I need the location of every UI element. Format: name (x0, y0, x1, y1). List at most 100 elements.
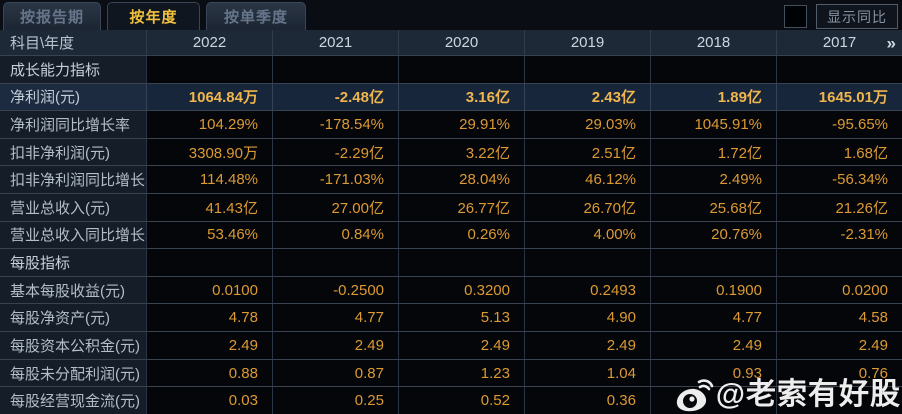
value-cell (398, 249, 524, 276)
show-yoy-checkbox[interactable] (784, 5, 807, 28)
table-row[interactable]: 营业总收入(元) 41.43亿 27.00亿 26.77亿 26.70亿 25.68亿 21… (0, 194, 902, 222)
value-cell: 2.49% (650, 166, 776, 194)
value-cell: -171.03% (272, 166, 398, 194)
year-header-2022[interactable]: 2022 (146, 30, 272, 55)
value-cell: 1.89亿 (650, 83, 776, 111)
value-cell: 1645.01万 (776, 83, 902, 111)
value-cell (272, 56, 398, 83)
value-cell: 28.04% (398, 166, 524, 194)
row-label: 净利润(元) (0, 83, 146, 111)
row-label: 营业总收入同比增长率 (0, 221, 146, 249)
table-body: 成长能力指标 净利润(元) 1064.84万 -2.48亿 3.16亿 2.43亿 1.89… (0, 56, 902, 414)
value-cell (272, 249, 398, 276)
value-cell (146, 249, 272, 276)
value-cell: -0.2500 (272, 276, 398, 304)
row-label: 成长能力指标 (0, 56, 146, 83)
corner-header: 科目\年度 (10, 35, 75, 52)
row-label: 每股未分配利润(元) (0, 359, 146, 387)
tab-bar: 按报告期 按年度 按单季度 显示同比 (0, 0, 902, 30)
value-cell: 0.1900 (650, 276, 776, 304)
value-cell: 3.22亿 (398, 138, 524, 166)
year-header-2019[interactable]: 2019 (524, 30, 650, 55)
year-header-2021[interactable]: 2021 (272, 30, 398, 55)
value-cell: 1.72亿 (650, 138, 776, 166)
value-cell: 0.52 (398, 387, 524, 414)
value-cell (398, 56, 524, 83)
value-cell: 26.70亿 (524, 194, 650, 221)
table-row[interactable]: 每股经营现金流(元) 0.03 0.25 0.52 0.36 (0, 387, 902, 414)
value-cell: 1.68亿 (776, 138, 902, 166)
value-cell: 2.49 (776, 332, 902, 359)
value-cell: 25.68亿 (650, 194, 776, 221)
value-cell: 4.77 (272, 304, 398, 332)
value-cell: -95.65% (776, 111, 902, 138)
table-row[interactable]: 扣非净利润同比增长率 114.48% -171.03% 28.04% 46.12% 2.4… (0, 166, 902, 195)
value-cell: 29.91% (398, 111, 524, 138)
row-label: 净利润同比增长率 (0, 111, 146, 138)
table-row[interactable]: 每股资本公积金(元) 2.49 2.49 2.49 2.49 2.49 2.49 (0, 332, 902, 360)
row-label: 扣非净利润(元) (0, 138, 146, 166)
value-cell: 4.00% (524, 221, 650, 249)
tab-by-quarter[interactable]: 按单季度 (206, 2, 306, 30)
value-cell: -178.54% (272, 111, 398, 138)
financial-table: 科目\年度 2022 2021 2020 2019 2018 2017 » 成长… (0, 30, 902, 414)
value-cell: 114.48% (146, 166, 272, 194)
value-cell: -2.48亿 (272, 83, 398, 111)
table-row[interactable]: 营业总收入同比增长率 53.46% 0.84% 0.26% 4.00% 20.76% -2.… (0, 221, 902, 250)
table-row[interactable]: 净利润同比增长率 104.29% -178.54% 29.91% 29.03% 1045.… (0, 111, 902, 139)
value-cell: 0.87 (272, 359, 398, 387)
value-cell: 3308.90万 (146, 138, 272, 166)
value-cell: 26.77亿 (398, 194, 524, 221)
row-label: 每股经营现金流(元) (0, 387, 146, 414)
value-cell: 104.29% (146, 111, 272, 138)
value-cell: -2.31% (776, 221, 902, 249)
value-cell: 2.49 (146, 332, 272, 359)
row-label: 每股资本公积金(元) (0, 332, 146, 359)
value-cell: 21.26亿 (776, 194, 902, 221)
value-cell: 1064.84万 (146, 83, 272, 111)
row-label: 营业总收入(元) (0, 194, 146, 221)
value-cell: 2.43亿 (524, 83, 650, 111)
more-years-chevron-icon[interactable]: » (886, 33, 896, 52)
year-header-2017[interactable]: 2017 » (776, 30, 902, 55)
table-row[interactable]: 基本每股收益(元) 0.0100 -0.2500 0.3200 0.2493 0.1900… (0, 276, 902, 305)
value-cell: 20.76% (650, 221, 776, 249)
value-cell: 4.90 (524, 304, 650, 332)
row-label: 基本每股收益(元) (0, 276, 146, 304)
table-header-row: 科目\年度 2022 2021 2020 2019 2018 2017 » (0, 30, 902, 56)
value-cell (650, 387, 776, 414)
value-cell: 0.26% (398, 221, 524, 249)
table-row[interactable]: 每股未分配利润(元) 0.88 0.87 1.23 1.04 0.93 0.76 (0, 359, 902, 388)
value-cell: -2.29亿 (272, 138, 398, 166)
value-cell: 4.78 (146, 304, 272, 332)
value-cell (776, 387, 902, 414)
value-cell: 0.0200 (776, 276, 902, 304)
table-row[interactable]: 净利润(元) 1064.84万 -2.48亿 3.16亿 2.43亿 1.89亿 1645.… (0, 83, 902, 112)
value-cell: 0.36 (524, 387, 650, 414)
section-row[interactable]: 成长能力指标 (0, 56, 902, 84)
value-cell: 2.49 (398, 332, 524, 359)
table-row[interactable]: 每股净资产(元) 4.78 4.77 5.13 4.90 4.77 4.58 (0, 304, 902, 333)
value-cell: 1.23 (398, 359, 524, 387)
tab-by-report-period[interactable]: 按报告期 (3, 2, 101, 30)
value-cell: 4.77 (650, 304, 776, 332)
value-cell: 0.93 (650, 359, 776, 387)
value-cell: 0.3200 (398, 276, 524, 304)
value-cell: 3.16亿 (398, 83, 524, 111)
year-header-2018[interactable]: 2018 (650, 30, 776, 55)
year-header-2020[interactable]: 2020 (398, 30, 524, 55)
table-row[interactable]: 扣非净利润(元) 3308.90万 -2.29亿 3.22亿 2.51亿 1.72亿 1.6… (0, 138, 902, 167)
value-cell: -56.34% (776, 166, 902, 194)
section-row[interactable]: 每股指标 (0, 249, 902, 277)
tab-by-year[interactable]: 按年度 (107, 2, 200, 30)
value-cell: 29.03% (524, 111, 650, 138)
value-cell (146, 56, 272, 83)
value-cell: 46.12% (524, 166, 650, 194)
value-cell: 27.00亿 (272, 194, 398, 221)
value-cell: 2.51亿 (524, 138, 650, 166)
value-cell: 41.43亿 (146, 194, 272, 221)
value-cell: 2.49 (524, 332, 650, 359)
show-yoy-button[interactable]: 显示同比 (816, 4, 898, 29)
value-cell (650, 56, 776, 83)
